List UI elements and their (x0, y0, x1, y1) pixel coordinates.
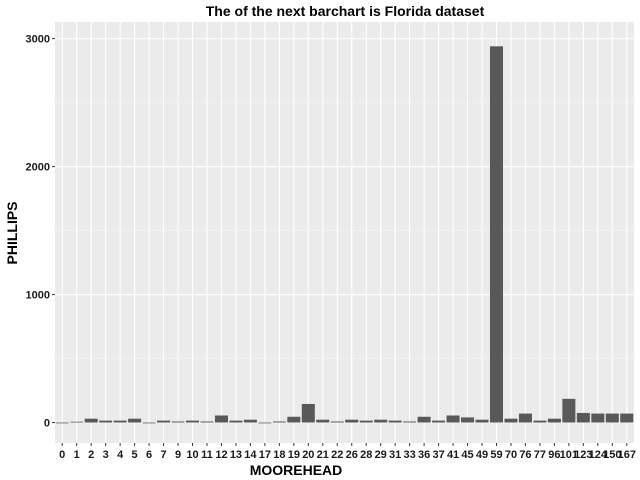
bar-76 (518, 413, 532, 423)
x-tick-label: 101 (560, 449, 578, 461)
bar-101 (562, 398, 576, 423)
y-tick-label: 3000 (26, 34, 50, 46)
x-tick-label: 5 (132, 449, 138, 461)
bar-29 (374, 419, 388, 423)
bar-33 (403, 421, 417, 423)
bar-1 (70, 421, 84, 423)
x-tick-label: 45 (461, 449, 473, 461)
x-tick-label: 21 (317, 449, 329, 461)
x-axis-label: MOOREHEAD (250, 462, 343, 478)
x-tick-label: 0 (59, 449, 65, 461)
bar-3 (99, 420, 113, 423)
x-tick-label: 11 (201, 449, 213, 461)
x-tick-label: 28 (360, 449, 372, 461)
bars (55, 46, 634, 424)
bar-13 (229, 420, 243, 423)
x-tick-label: 33 (404, 449, 416, 461)
plot-panel (55, 22, 634, 443)
x-tick-label: 123 (574, 449, 592, 461)
bar-7 (157, 420, 171, 423)
x-tick-label: 167 (618, 449, 636, 461)
bar-59 (489, 46, 504, 423)
x-tick-label: 17 (259, 449, 271, 461)
x-tick-label: 1 (74, 449, 80, 461)
x-tick-label: 31 (389, 449, 401, 461)
x-tick-label: 26 (346, 449, 358, 461)
x-tick-label: 20 (302, 449, 314, 461)
x-tick-label: 18 (273, 449, 285, 461)
y-tick-label: 2000 (26, 162, 50, 174)
bar-49 (475, 419, 489, 423)
bar-11 (200, 421, 214, 423)
bar-28 (359, 420, 373, 423)
bar-167 (620, 413, 634, 423)
y-tick-label: 1000 (26, 290, 50, 302)
x-axis: 0 1 2 3 4 5 6 7 9 10 11 12 13 14 17 18 19 20 21 22 26 28 29 31 3… (59, 443, 636, 461)
y-tick-label: 0 (44, 418, 50, 430)
bar-17 (258, 422, 272, 424)
x-tick-label: 77 (534, 449, 546, 461)
y-axis: 0 1000 2000 3000 (26, 34, 55, 430)
bar-37 (432, 420, 446, 423)
bar-26 (345, 419, 359, 423)
x-tick-label: 37 (432, 449, 444, 461)
bar-10 (185, 420, 200, 423)
x-tick-label: 12 (215, 449, 227, 461)
bar-123 (576, 412, 590, 423)
y-axis-label: PHILLIPS (4, 201, 20, 264)
x-tick-label: 2 (88, 449, 94, 461)
x-tick-label: 36 (418, 449, 430, 461)
x-tick-label: 7 (161, 449, 167, 461)
bar-31 (388, 420, 402, 423)
bar-6 (142, 422, 156, 424)
x-tick-label: 19 (288, 449, 300, 461)
x-tick-label: 13 (230, 449, 242, 461)
x-tick-label: 6 (146, 449, 152, 461)
x-tick-label: 96 (548, 449, 560, 461)
x-tick-label: 49 (476, 449, 488, 461)
x-tick-label: 76 (519, 449, 531, 461)
bar-4 (113, 420, 127, 423)
chart-title: The of the next barchart is Florida data… (206, 3, 485, 19)
bar-5 (128, 418, 142, 423)
x-tick-label: 14 (244, 449, 257, 461)
x-tick-label: 70 (505, 449, 517, 461)
bar-0 (55, 422, 69, 424)
x-tick-label: 59 (490, 449, 502, 461)
bar-9 (171, 421, 185, 423)
x-tick-label: 41 (447, 449, 459, 461)
bar-12 (214, 415, 228, 423)
bar-14 (243, 419, 257, 423)
x-tick-label: 4 (117, 449, 124, 461)
x-tick-label: 3 (103, 449, 109, 461)
bar-70 (504, 418, 518, 423)
bar-96 (547, 418, 561, 423)
x-tick-label: 9 (175, 449, 181, 461)
bar-20 (301, 403, 315, 423)
bar-45 (461, 417, 475, 423)
bar-22 (330, 421, 344, 423)
x-tick-label: 150 (603, 449, 621, 461)
bar-2 (84, 418, 98, 423)
bar-77 (533, 420, 547, 423)
bar-36 (417, 416, 431, 423)
x-tick-label: 22 (331, 449, 343, 461)
x-tick-label: 124 (589, 449, 608, 461)
bar-18 (272, 421, 286, 423)
bar-21 (316, 419, 330, 423)
x-tick-label: 29 (375, 449, 387, 461)
bar-124 (591, 413, 605, 423)
bar-150 (605, 413, 619, 423)
bar-19 (287, 416, 301, 423)
bar-41 (446, 415, 460, 423)
x-tick-label: 10 (186, 449, 198, 461)
